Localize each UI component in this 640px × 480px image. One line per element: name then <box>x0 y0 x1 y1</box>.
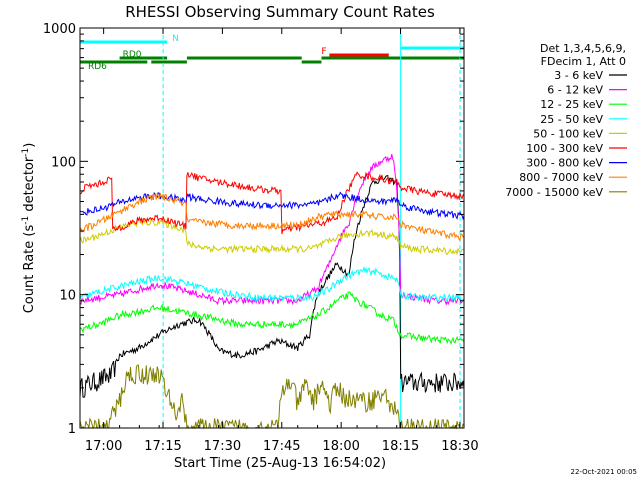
series-line-8 <box>79 364 465 430</box>
x-tick-label-0: 17:00 <box>85 439 122 454</box>
plot-frame <box>79 27 465 429</box>
legend-header-line2: FDecim 1, Att 0 <box>541 55 626 68</box>
legend-label-3: 25 - 50 keV <box>540 113 603 126</box>
legend-label-1: 6 - 12 keV <box>547 84 603 97</box>
y-tick-label-3: 1000 <box>43 22 76 37</box>
y-tick-label-0: 1 <box>68 422 76 437</box>
y-axis-label-sup1: -1 <box>21 216 31 225</box>
series-line-3 <box>79 266 465 303</box>
legend-header-line1: Det 1,3,4,5,6,9, <box>540 42 626 55</box>
flag-label-4: RD6 <box>88 62 107 72</box>
flag-label-0: N <box>172 34 179 44</box>
y-tick-label-2: 100 <box>51 155 76 170</box>
legend-label-5: 100 - 300 keV <box>526 142 603 155</box>
legend-label-4: 50 - 100 keV <box>533 127 603 140</box>
status-flags: N F RD0 RD6 <box>80 34 464 72</box>
y-axis-ticks: 1 10 100 1000 <box>43 22 464 437</box>
x-tick-label-2: 17:30 <box>204 439 241 454</box>
y-axis-label-mid: detector <box>22 156 37 216</box>
x-tick-label-6: 18:30 <box>441 439 478 454</box>
series-line-1 <box>79 153 465 306</box>
legend-label-0: 3 - 6 keV <box>554 69 603 82</box>
flag-label-3: RD0 <box>123 50 142 60</box>
chart-title: RHESSI Observing Summary Count Rates <box>125 3 435 21</box>
y-axis-label-main: Count Rate (s <box>22 225 37 314</box>
legend-label-7: 800 - 7000 keV <box>519 171 603 184</box>
flag-label-2: F <box>321 47 326 57</box>
x-tick-label-3: 17:45 <box>263 439 300 454</box>
x-axis-ticks: 17:00 17:15 17:30 17:45 18:00 18:15 18:30 <box>79 28 479 454</box>
x-tick-label-1: 17:15 <box>144 439 181 454</box>
series-line-5 <box>79 171 465 235</box>
series-line-4 <box>79 217 465 255</box>
legend-label-2: 12 - 25 keV <box>540 98 603 111</box>
x-tick-label-5: 18:15 <box>382 439 419 454</box>
series-layer <box>79 153 465 430</box>
y-axis-label-sup2: -1 <box>21 148 31 157</box>
x-tick-label-4: 18:00 <box>322 439 359 454</box>
y-axis-label: Count Rate (s-1 detector-1) <box>21 143 37 314</box>
date-stamp: 22-Oct-2021 00:05 <box>571 468 637 476</box>
legend-label-6: 300 - 800 keV <box>526 157 603 170</box>
y-tick-label-1: 10 <box>59 289 76 304</box>
series-line-6 <box>79 191 465 221</box>
y-axis-label-end: ) <box>22 143 37 148</box>
series-line-7 <box>79 192 465 241</box>
legend-label-8: 7000 - 15000 keV <box>505 186 603 199</box>
series-line-0 <box>79 174 465 398</box>
x-axis-label: Start Time (25-Aug-13 16:54:02) <box>174 456 386 471</box>
series-line-2 <box>79 291 465 346</box>
legend: Det 1,3,4,5,6,9, FDecim 1, Att 0 3 - 6 k… <box>505 42 627 199</box>
